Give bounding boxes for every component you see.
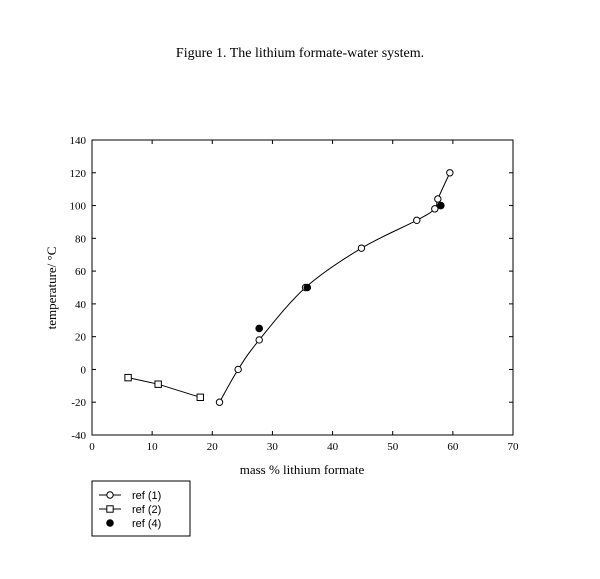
data-point xyxy=(124,373,132,382)
legend-marker xyxy=(106,491,114,499)
x-tick-label: 10 xyxy=(147,441,159,453)
y-axis: -40 -20 0 20 40 60 80 100 120 140 xyxy=(70,135,513,442)
y-tick-label: -40 xyxy=(71,430,86,442)
y-axis-label: temperature/ °C xyxy=(44,247,59,330)
series-ref-2 xyxy=(124,373,204,402)
x-tick-label: 0 xyxy=(89,441,95,453)
data-point xyxy=(255,336,263,344)
data-point xyxy=(303,283,312,292)
y-tick-label: 140 xyxy=(70,135,87,147)
plot-frame xyxy=(91,139,514,436)
x-tick-label: 40 xyxy=(327,441,339,453)
data-point xyxy=(234,365,242,374)
y-tick-label: 120 xyxy=(70,168,87,180)
data-point xyxy=(196,393,204,402)
legend-marker xyxy=(106,519,114,527)
data-point xyxy=(255,324,263,333)
legend-label: ref (1) xyxy=(132,490,161,502)
legend-items: ref (1) ref (2) ref (4) xyxy=(99,490,161,530)
legend-marker xyxy=(106,505,114,513)
legend: ref (1) ref (2) ref (4) xyxy=(91,480,191,537)
plot-series xyxy=(124,169,454,406)
data-point xyxy=(357,244,366,252)
figure-caption: Figure 1. The lithium formate-water syst… xyxy=(176,46,424,61)
x-axis: 0 10 20 30 40 50 60 70 xyxy=(89,140,519,453)
series-line xyxy=(127,377,201,398)
y-tick-label: 0 xyxy=(81,364,87,376)
data-point xyxy=(154,380,162,388)
series-ref-4 xyxy=(255,201,445,333)
series-line xyxy=(219,172,451,403)
data-point xyxy=(434,195,442,203)
data-point xyxy=(413,216,421,225)
data-point xyxy=(446,169,454,177)
data-point xyxy=(215,398,224,406)
x-tick-label: 50 xyxy=(387,441,399,453)
x-tick-label: 30 xyxy=(267,441,279,453)
x-tick-label: 20 xyxy=(207,441,219,453)
legend-label: ref (2) xyxy=(132,504,161,516)
y-tick-label: 80 xyxy=(75,233,87,245)
y-tick-label: 40 xyxy=(75,299,87,311)
x-tick-label: 70 xyxy=(508,441,520,453)
x-axis-label: mass % lithium formate xyxy=(240,462,365,477)
y-tick-label: -20 xyxy=(71,397,86,409)
data-point xyxy=(431,205,439,213)
y-tick-label: 20 xyxy=(75,332,87,344)
legend-item: ref (1) xyxy=(99,490,161,502)
y-tick-label: 100 xyxy=(70,201,87,213)
legend-item: ref (4) xyxy=(106,518,161,530)
legend-label: ref (4) xyxy=(132,518,161,530)
legend-item: ref (2) xyxy=(99,504,161,516)
x-tick-label: 60 xyxy=(447,441,459,453)
data-point xyxy=(437,201,445,210)
series-ref-1 xyxy=(215,169,454,406)
y-tick-label: 60 xyxy=(75,266,87,278)
